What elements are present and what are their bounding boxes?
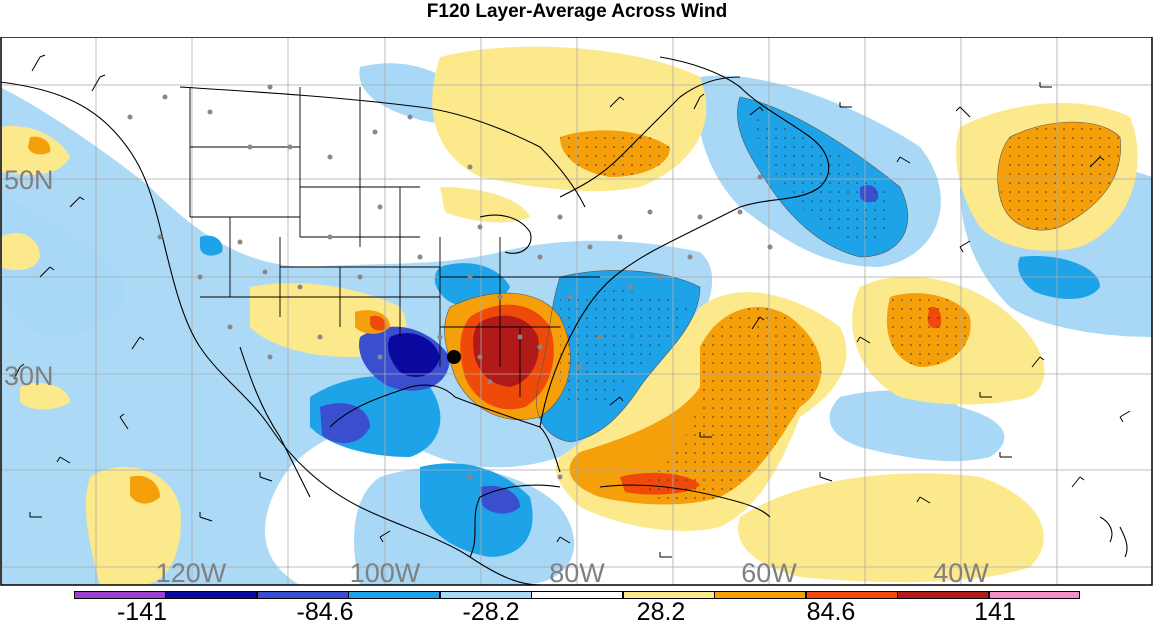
svg-text:120W: 120W [156, 558, 227, 587]
svg-text:40W: 40W [933, 558, 989, 587]
colorbar-segment [348, 591, 441, 599]
positive-wind-strong [370, 304, 942, 495]
map-frame [0, 37, 1153, 586]
svg-text:50N: 50N [4, 165, 54, 195]
svg-text:60W: 60W [741, 558, 797, 587]
colorbar-segment [988, 591, 1081, 599]
weather-map: 120W 100W 80W 60W 40W 50N 30N [0, 37, 1154, 587]
colorbar-label: 84.6 [806, 598, 856, 626]
significance-stippling [560, 117, 1121, 503]
colorbar-label: -141 [116, 598, 168, 626]
colorbar-segment [165, 591, 258, 599]
coastlines [1, 56, 1128, 585]
svg-text:80W: 80W [549, 558, 605, 587]
latitude-labels: 50N 30N [4, 165, 54, 391]
colorbar-segment [714, 591, 807, 599]
colorbar-label: -84.6 [296, 598, 354, 626]
station-dots [127, 84, 773, 480]
colorbar [74, 591, 1081, 600]
colorbar-label: 28.2 [636, 598, 686, 626]
svg-text:100W: 100W [350, 558, 421, 587]
colorbar-label: 141 [974, 598, 1016, 626]
svg-text:30N: 30N [4, 361, 54, 391]
location-dot-icon [447, 350, 461, 364]
lat-lon-grid [1, 37, 1152, 585]
longitude-labels: 120W 100W 80W 60W 40W [156, 558, 990, 587]
map-title: F120 Layer-Average Across Wind [426, 1, 728, 22]
state-borders [189, 87, 600, 397]
wind-barbs [13, 54, 1131, 558]
colorbar-segment [531, 591, 624, 599]
colorbar-label: -28.2 [462, 598, 520, 626]
